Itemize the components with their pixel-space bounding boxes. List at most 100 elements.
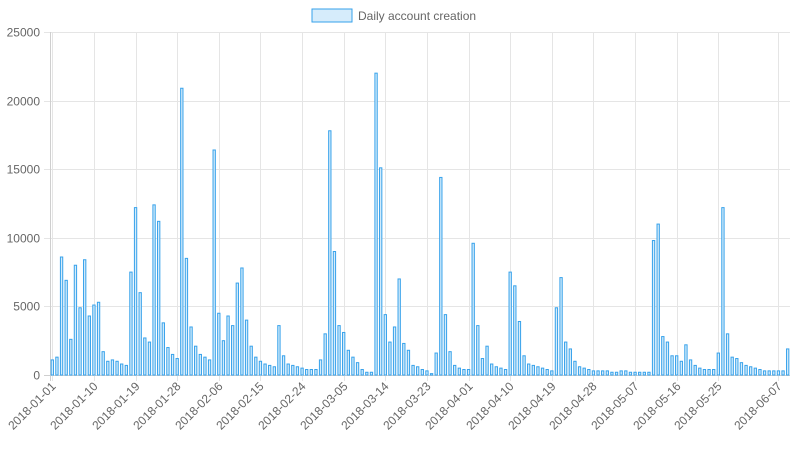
bar[interactable] <box>494 366 498 376</box>
bar[interactable] <box>337 325 341 376</box>
bar[interactable] <box>397 278 401 376</box>
bar[interactable] <box>207 359 212 376</box>
bar[interactable] <box>453 364 457 376</box>
bar[interactable] <box>87 315 91 376</box>
bar[interactable] <box>540 367 545 376</box>
bar[interactable] <box>721 207 725 376</box>
bar[interactable] <box>332 251 337 376</box>
bar[interactable] <box>110 359 115 376</box>
bar[interactable] <box>115 360 119 376</box>
bar[interactable] <box>577 366 582 376</box>
bar[interactable] <box>448 351 452 376</box>
bar[interactable] <box>420 369 424 376</box>
bar[interactable] <box>499 367 503 376</box>
bar[interactable] <box>573 360 577 376</box>
bar[interactable] <box>624 370 628 376</box>
bar[interactable] <box>647 371 651 376</box>
legend[interactable]: Daily account creation <box>311 8 476 23</box>
bar[interactable] <box>323 333 327 376</box>
bar[interactable] <box>554 307 559 376</box>
bar[interactable] <box>106 360 110 376</box>
bar[interactable] <box>610 371 614 376</box>
bar[interactable] <box>596 370 600 376</box>
bar[interactable] <box>78 307 82 376</box>
bar[interactable] <box>180 87 184 376</box>
bar[interactable] <box>439 176 443 376</box>
bar[interactable] <box>184 257 189 376</box>
bar[interactable] <box>157 220 161 376</box>
bar[interactable] <box>342 331 346 376</box>
bar[interactable] <box>374 72 378 376</box>
bar[interactable] <box>744 364 748 376</box>
bar[interactable] <box>101 351 105 376</box>
bar[interactable] <box>120 363 124 376</box>
bar[interactable] <box>379 167 383 376</box>
bar[interactable] <box>628 371 633 376</box>
bar[interactable] <box>318 359 323 376</box>
bar[interactable] <box>702 369 707 376</box>
bar[interactable] <box>59 256 64 376</box>
bar[interactable] <box>365 371 369 376</box>
bar[interactable] <box>633 371 637 376</box>
bar[interactable] <box>360 369 364 376</box>
bar[interactable] <box>466 369 471 376</box>
bar[interactable] <box>388 341 392 376</box>
bar[interactable] <box>480 358 485 376</box>
bar[interactable] <box>268 364 272 376</box>
bar[interactable] <box>503 369 508 376</box>
bar[interactable] <box>670 355 674 376</box>
bar[interactable] <box>286 363 290 376</box>
bar[interactable] <box>781 370 785 376</box>
bar[interactable] <box>545 369 549 376</box>
bar[interactable] <box>383 314 387 376</box>
bar[interactable] <box>725 333 730 376</box>
bar[interactable] <box>716 352 720 376</box>
bar[interactable] <box>402 342 406 376</box>
bar[interactable] <box>392 326 397 376</box>
bar[interactable] <box>263 363 267 376</box>
bar[interactable] <box>355 362 360 376</box>
bar[interactable] <box>198 353 202 376</box>
bar[interactable] <box>707 369 711 376</box>
bar[interactable] <box>406 349 411 376</box>
bar[interactable] <box>295 366 300 376</box>
bar[interactable] <box>300 367 304 376</box>
bar[interactable] <box>309 369 313 376</box>
bar[interactable] <box>762 370 767 376</box>
bar[interactable] <box>642 371 646 376</box>
bar[interactable] <box>249 345 253 376</box>
bar[interactable] <box>758 369 762 376</box>
bar[interactable] <box>369 371 374 376</box>
bar[interactable] <box>767 370 771 376</box>
bar[interactable] <box>133 207 138 376</box>
bar[interactable] <box>739 362 744 376</box>
bar[interactable] <box>138 292 142 376</box>
bar[interactable] <box>434 352 438 376</box>
bar[interactable] <box>351 356 355 376</box>
bar[interactable] <box>550 370 554 376</box>
bar[interactable] <box>443 314 448 376</box>
bar[interactable] <box>661 336 665 376</box>
bar[interactable] <box>531 364 535 376</box>
bar[interactable] <box>272 366 276 376</box>
bar[interactable] <box>328 130 332 376</box>
bar[interactable] <box>254 356 258 376</box>
bar[interactable] <box>277 325 281 376</box>
bar[interactable] <box>457 367 461 376</box>
bar[interactable] <box>189 326 193 376</box>
bar[interactable] <box>411 364 415 376</box>
bar[interactable] <box>619 370 623 376</box>
bar[interactable] <box>582 367 586 376</box>
bar[interactable] <box>429 373 434 376</box>
bar[interactable] <box>212 149 216 376</box>
bar[interactable] <box>129 271 133 376</box>
bar[interactable] <box>69 338 73 376</box>
bar[interactable] <box>735 358 739 376</box>
bar[interactable] <box>730 356 734 376</box>
bar[interactable] <box>753 367 757 376</box>
bar[interactable] <box>651 240 656 376</box>
bar[interactable] <box>490 363 494 376</box>
bar[interactable] <box>152 204 156 376</box>
bar[interactable] <box>638 371 642 376</box>
bar[interactable] <box>194 345 198 376</box>
